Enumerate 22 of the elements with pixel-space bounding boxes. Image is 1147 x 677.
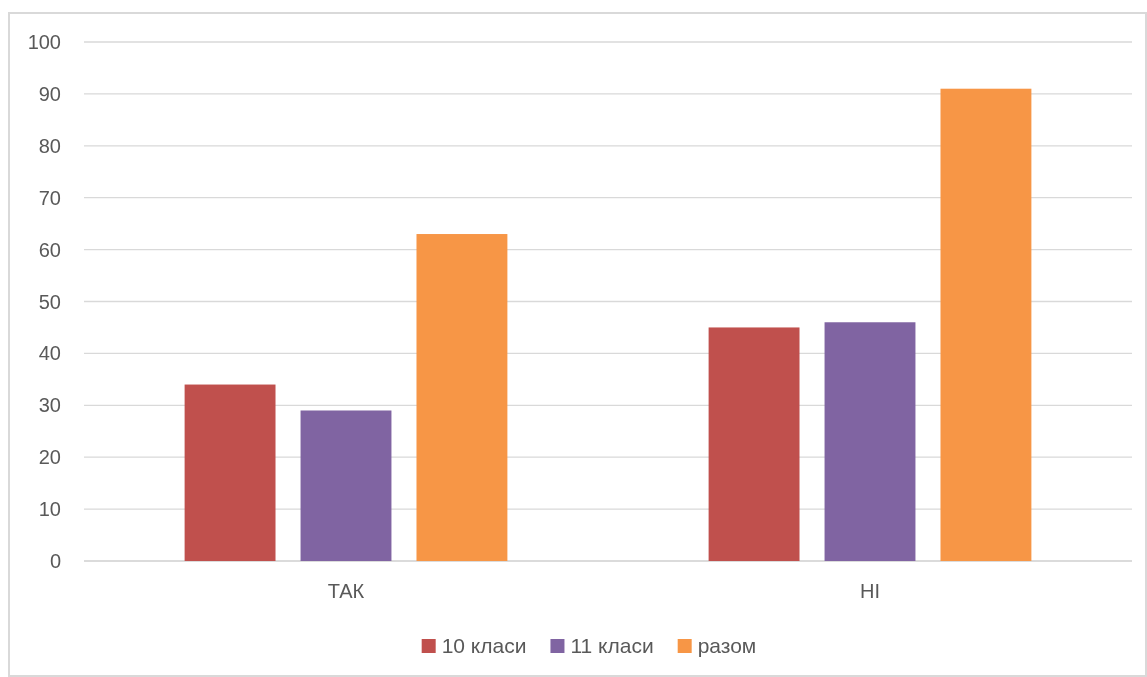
y-tick-label: 90 <box>38 82 61 105</box>
y-tick-label: 20 <box>38 446 61 469</box>
y-tick-label: 60 <box>38 238 61 261</box>
legend-label: 11 класи <box>570 634 654 658</box>
y-tick-label: 100 <box>27 31 61 53</box>
y-tick-label: 0 <box>49 550 61 572</box>
legend-label: 10 класи <box>441 634 527 658</box>
bar <box>300 410 392 561</box>
legend-label: разом <box>697 634 757 658</box>
bar <box>940 88 1032 561</box>
bar <box>824 322 916 561</box>
bar <box>708 327 800 561</box>
x-tick-label: ТАК <box>327 580 365 602</box>
y-tick-label: 80 <box>38 134 61 157</box>
x-tick-label: НІ <box>860 580 880 602</box>
bar <box>416 234 508 561</box>
bar <box>184 384 276 561</box>
y-tick-label: 30 <box>38 394 61 417</box>
y-tick-label: 40 <box>38 342 61 365</box>
y-tick-label: 10 <box>38 498 61 521</box>
y-tick-label: 70 <box>38 186 61 209</box>
y-tick-label: 50 <box>38 290 61 313</box>
